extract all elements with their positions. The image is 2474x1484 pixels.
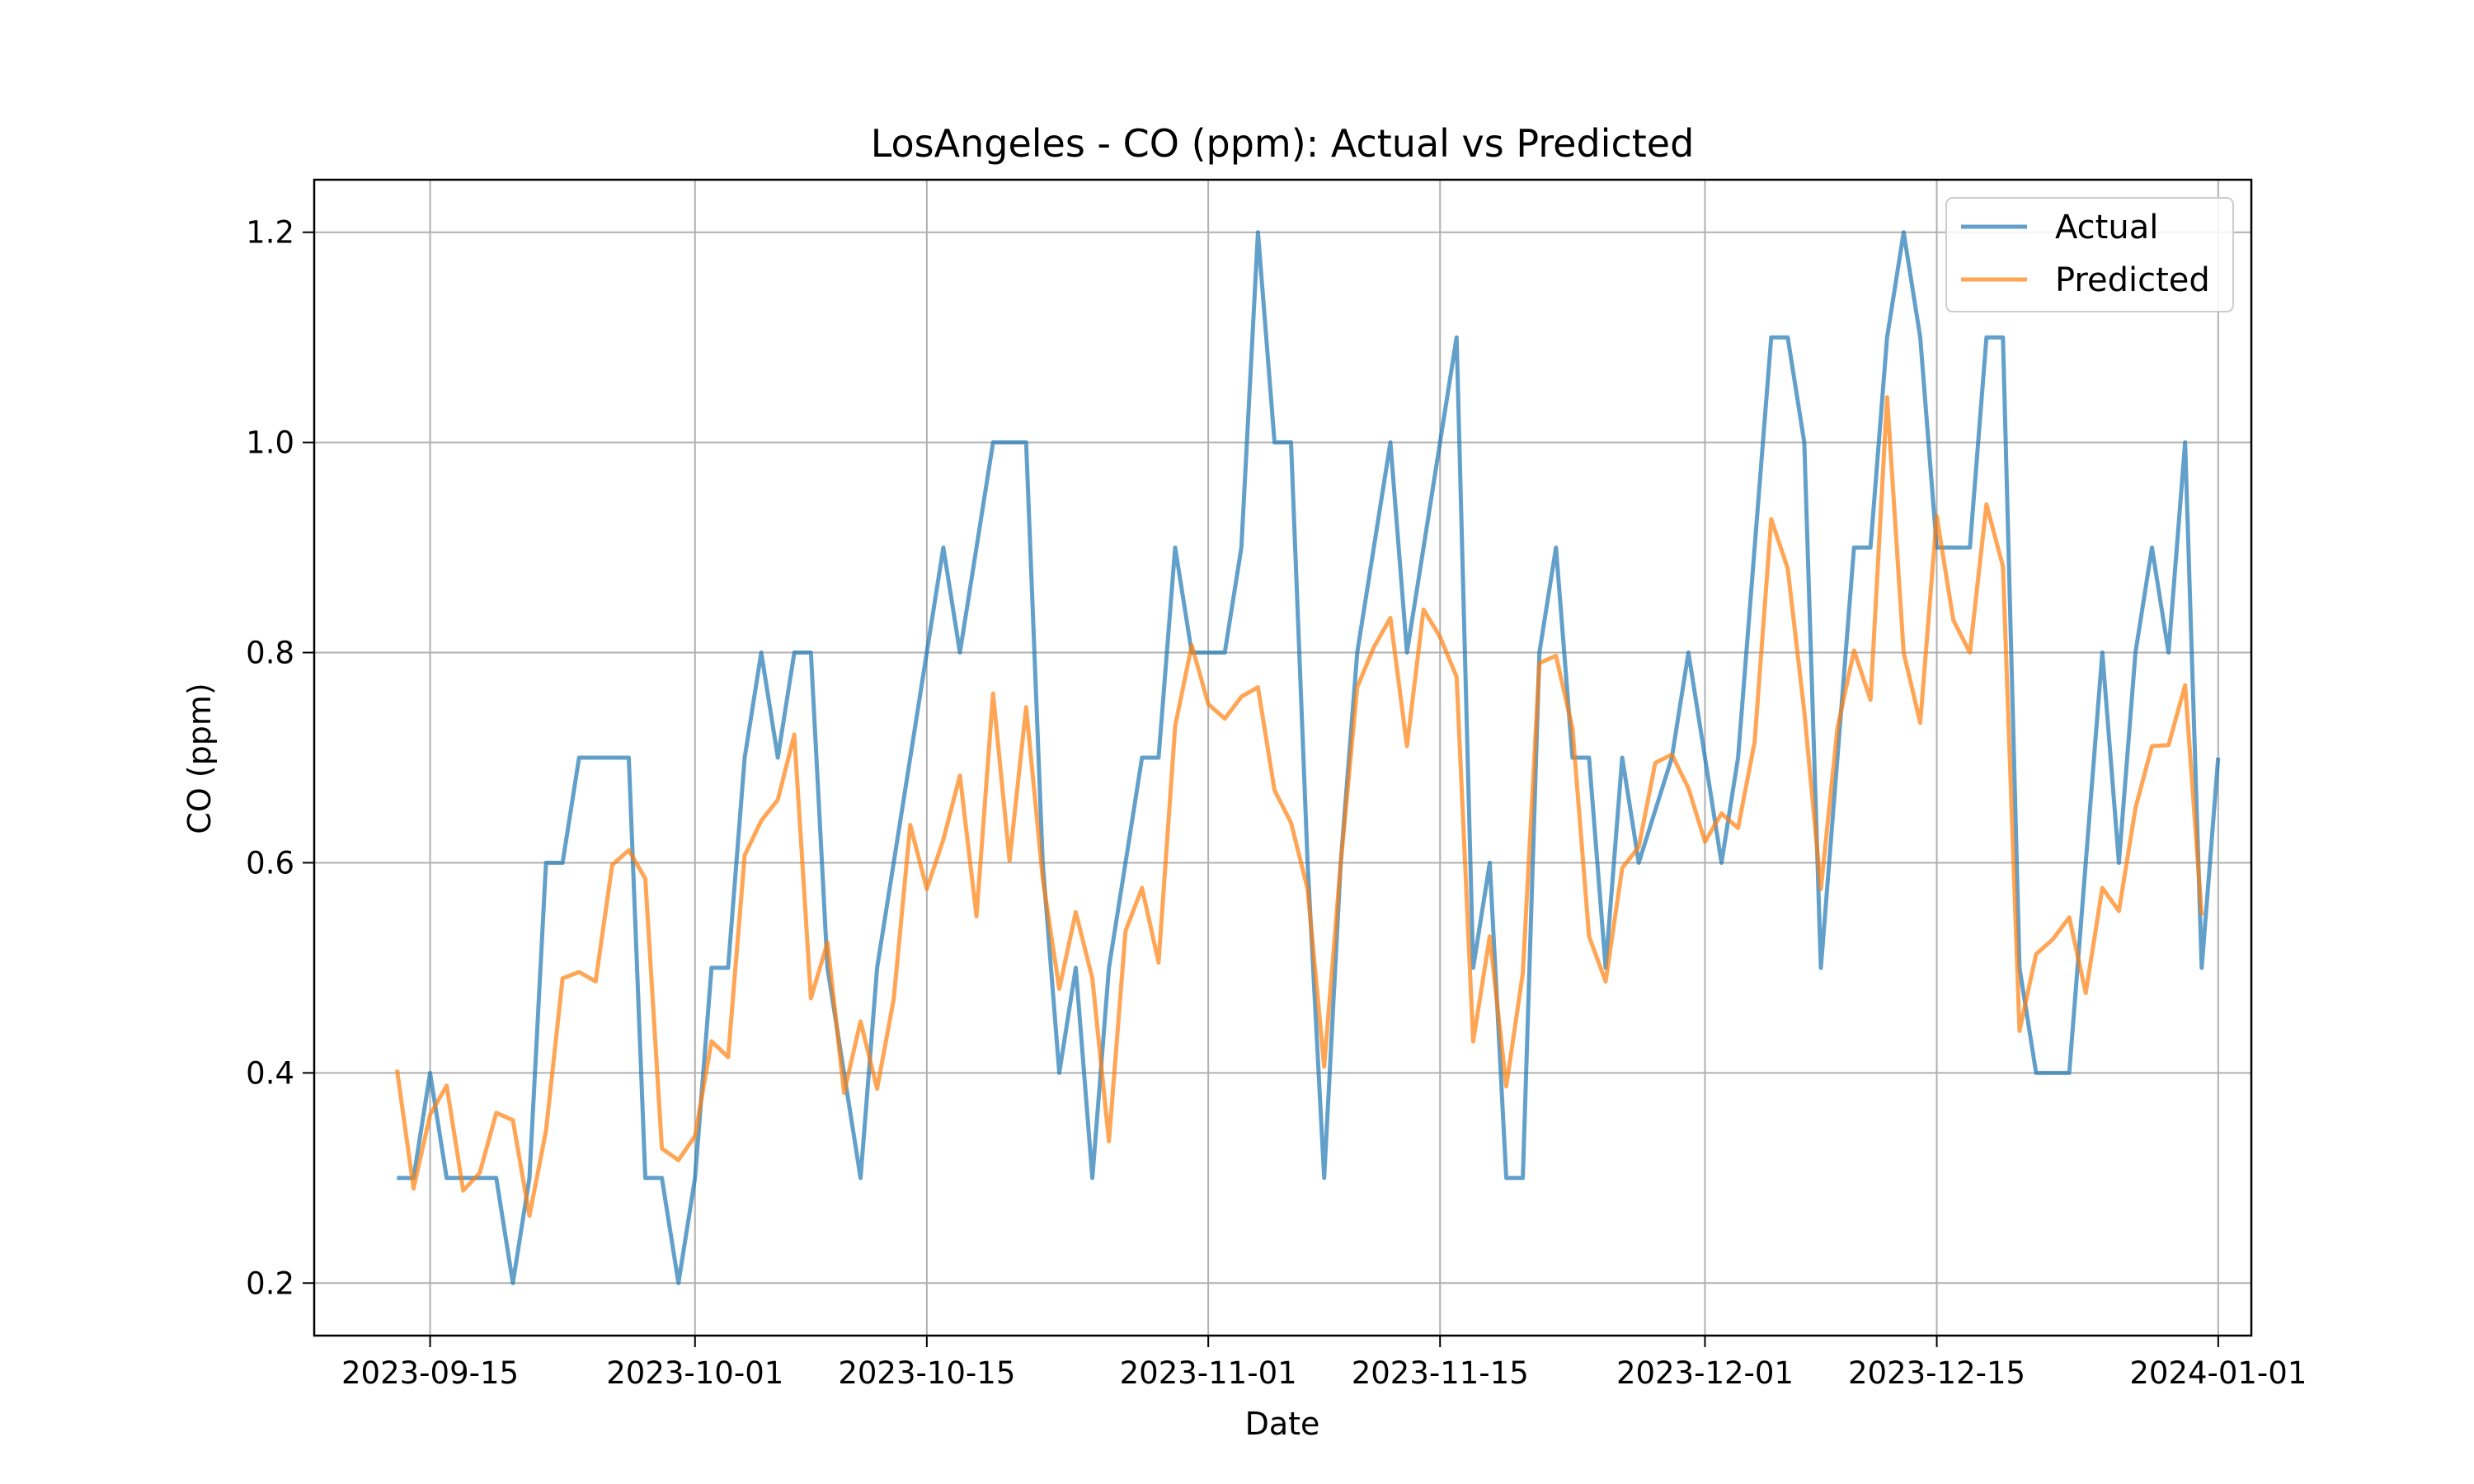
x-axis-ticks: 2023-09-15 2023-10-01 2023-10-15 2023-11-01… [341, 1336, 2307, 1391]
y-tick-label: 1.0 [246, 425, 294, 461]
legend: Actual Predicted [1945, 197, 2234, 312]
series-line-predicted [394, 395, 2204, 1219]
y-tick-label: 0.2 [246, 1266, 294, 1301]
series-lines [394, 230, 2221, 1285]
x-tick-label: 2023-11-15 [1352, 1355, 1529, 1391]
x-tick-label: 2023-11-01 [1120, 1355, 1297, 1391]
grid-lines [314, 180, 2251, 1336]
x-tick-label: 2023-10-15 [838, 1355, 1015, 1391]
y-tick-label: 0.4 [246, 1055, 294, 1091]
y-tick-label: 0.6 [246, 845, 294, 881]
y-tick-label: 1.2 [246, 215, 294, 251]
y-tick-label: 0.8 [246, 636, 294, 671]
legend-label-predicted: Predicted [2055, 261, 2210, 299]
x-axis-label: Date [1245, 1406, 1320, 1442]
x-tick-label: 2023-10-01 [606, 1355, 783, 1391]
x-tick-label: 2024-01-01 [2129, 1355, 2307, 1391]
y-axis-label: CO (ppm) [181, 683, 218, 834]
y-axis-ticks: 0.2 0.4 0.6 0.8 1.0 1.2 [246, 215, 314, 1301]
x-tick-label: 2023-09-15 [341, 1355, 519, 1391]
chart-title: LosAngeles - CO (ppm): Actual vs Predict… [871, 121, 1695, 166]
legend-label-actual: Actual [2055, 209, 2158, 247]
x-tick-label: 2023-12-01 [1616, 1355, 1794, 1391]
x-tick-label: 2023-12-15 [1848, 1355, 2025, 1391]
plot-frame [313, 178, 2253, 1337]
